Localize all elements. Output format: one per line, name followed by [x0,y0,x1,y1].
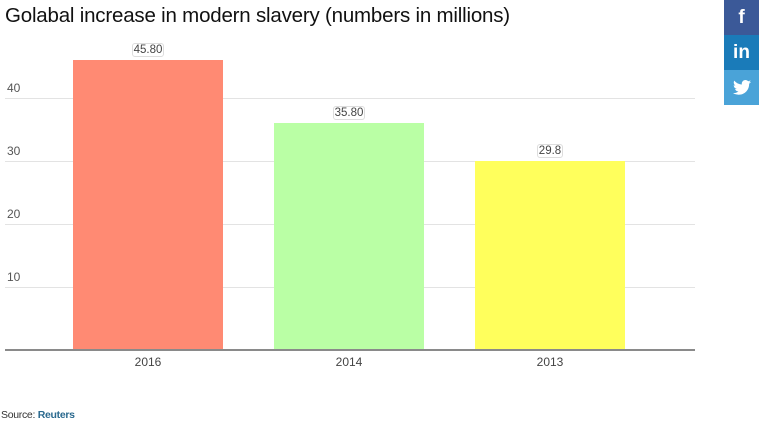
bar-2016[interactable] [73,60,223,350]
twitter-share-button[interactable] [724,70,759,105]
x-tick-2016: 2016 [134,355,162,369]
source-note: Source: Reuters [1,409,75,421]
value-label-2016: 45.80 [131,43,165,57]
x-tick-2013: 2013 [536,355,564,369]
bar-2013[interactable] [475,161,625,350]
facebook-share-button[interactable]: f [724,0,759,35]
value-label-2013: 29.8 [536,144,564,158]
y-tick-10: 10 [7,270,21,284]
y-tick-30: 30 [7,144,21,158]
y-tick-40: 40 [7,81,21,95]
linkedin-share-button[interactable]: in [724,35,759,70]
gridline-40 [5,98,695,99]
x-axis-line [5,349,695,351]
source-link[interactable]: Reuters [37,409,75,421]
chart-title: Golabal increase in modern slavery (numb… [5,4,510,27]
bar-2014[interactable] [274,123,424,350]
value-label-2014: 35.80 [332,106,366,120]
chart-plot-area: 40 30 20 10 45.80 35.80 29.8 2016 2014 2… [5,35,695,369]
x-tick-2014: 2014 [335,355,363,369]
source-label: Source: [1,409,36,421]
facebook-icon: f [738,6,745,28]
y-tick-20: 20 [7,207,21,221]
twitter-icon [732,80,751,95]
linkedin-icon: in [733,41,750,63]
